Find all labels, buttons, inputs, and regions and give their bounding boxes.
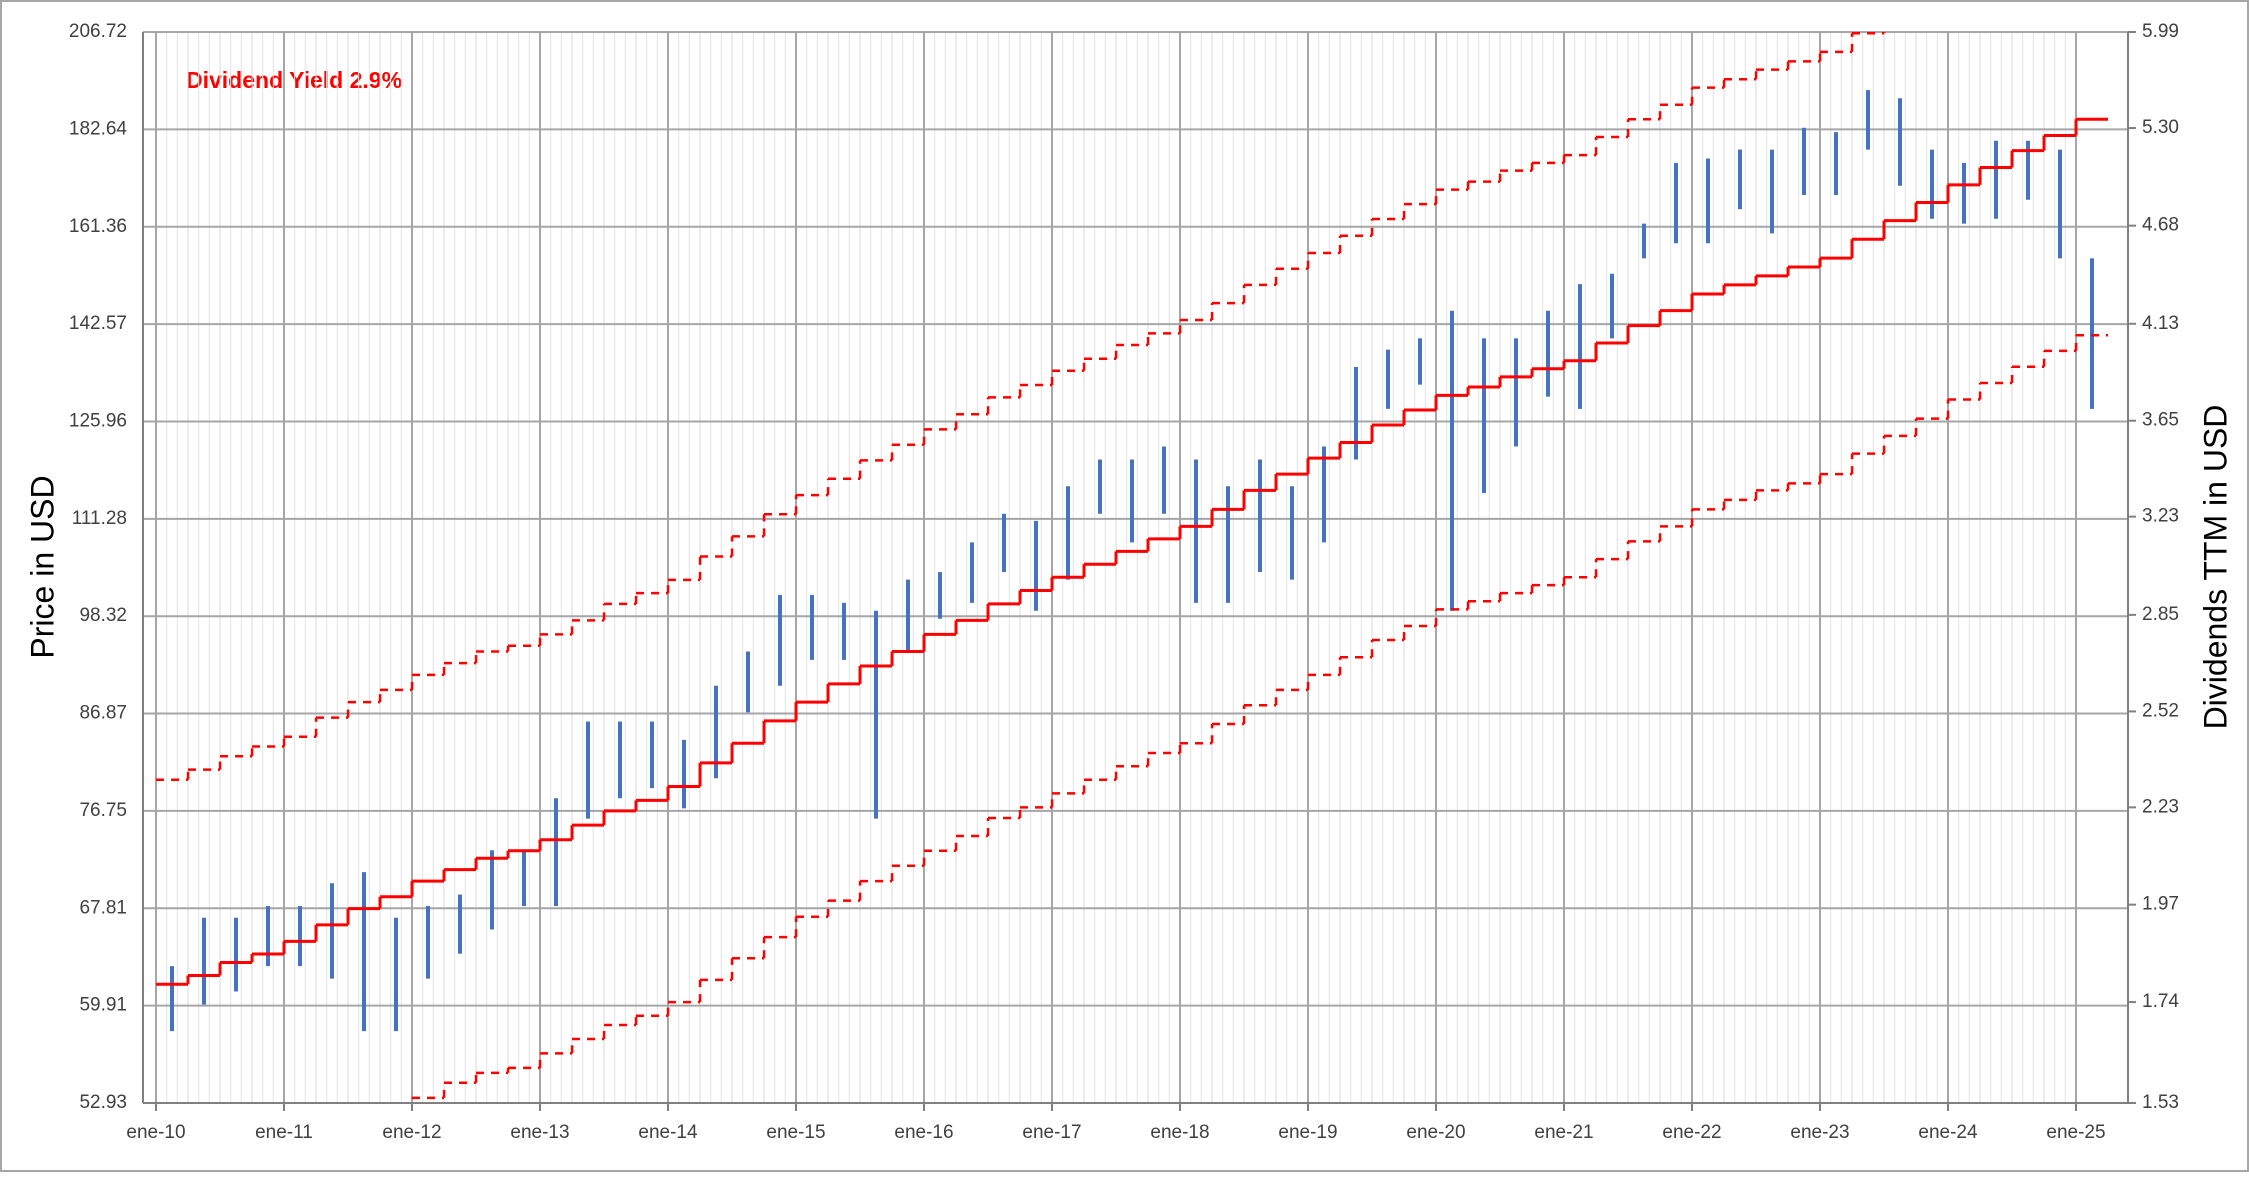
- x-tick-label: ene-21: [1534, 1122, 1593, 1143]
- x-tick-label: ene-11: [255, 1122, 313, 1143]
- x-tick-label: ene-17: [1022, 1122, 1081, 1143]
- y-tick-label: 111.28: [72, 508, 127, 529]
- y2-tick-label: 5.30: [2142, 117, 2179, 138]
- x-tick-label: ene-10: [126, 1122, 185, 1143]
- y2-tick-label: 2.85: [2142, 604, 2179, 625]
- y2-tick-label: 1.74: [2142, 991, 2179, 1012]
- y2-tick-label: 1.53: [2142, 1092, 2179, 1113]
- y2-tick-label: 4.68: [2142, 215, 2179, 236]
- y-tick-label: 161.36: [69, 216, 127, 237]
- x-tick-label: ene-15: [766, 1122, 825, 1143]
- y2-tick-label: 1.97: [2142, 894, 2179, 915]
- y-tick-label: 86.87: [79, 703, 127, 724]
- y-tick-label: 67.81: [79, 897, 127, 918]
- y-tick-label: 59.91: [79, 995, 127, 1016]
- y-tick-label: 125.96: [69, 410, 127, 431]
- x-tick-label: ene-20: [1406, 1122, 1465, 1143]
- y2-tick-label: 5.99: [2142, 21, 2179, 42]
- x-tick-label: ene-16: [894, 1122, 953, 1143]
- x-tick-label: ene-12: [382, 1122, 441, 1143]
- x-tick-label: ene-24: [1918, 1122, 1978, 1143]
- y2-tick-label: 2.52: [2142, 700, 2179, 721]
- y-tick-label: 206.72: [69, 21, 127, 42]
- y-tick-label: 142.57: [69, 313, 127, 334]
- x-tick-label: ene-18: [1150, 1122, 1209, 1143]
- y2-axis-title: Dividends TTM in USD: [2197, 405, 2233, 730]
- x-tick-label: ene-23: [1790, 1122, 1849, 1143]
- y-tick-label: 182.64: [69, 118, 128, 139]
- y2-tick-label: 2.23: [2142, 796, 2179, 817]
- annotation: Dividend Yield 2.9%: [186, 67, 402, 93]
- x-tick-label: ene-25: [2046, 1122, 2105, 1143]
- y2-tick-label: 4.13: [2142, 313, 2179, 334]
- y2-tick-label: 3.65: [2142, 410, 2179, 431]
- x-tick-label: ene-13: [510, 1122, 569, 1143]
- y-tick-label: 76.75: [79, 800, 127, 821]
- x-tick-label: ene-22: [1662, 1122, 1721, 1143]
- y-tick-label: 52.93: [79, 1092, 127, 1113]
- y2-tick-label: 3.23: [2142, 506, 2179, 527]
- x-tick-label: ene-19: [1278, 1122, 1337, 1143]
- y-axis-title: Price in USD: [24, 475, 60, 658]
- plot-area: [156, 32, 2108, 1103]
- x-tick-label: ene-14: [638, 1122, 698, 1143]
- y-tick-label: 98.32: [79, 605, 127, 626]
